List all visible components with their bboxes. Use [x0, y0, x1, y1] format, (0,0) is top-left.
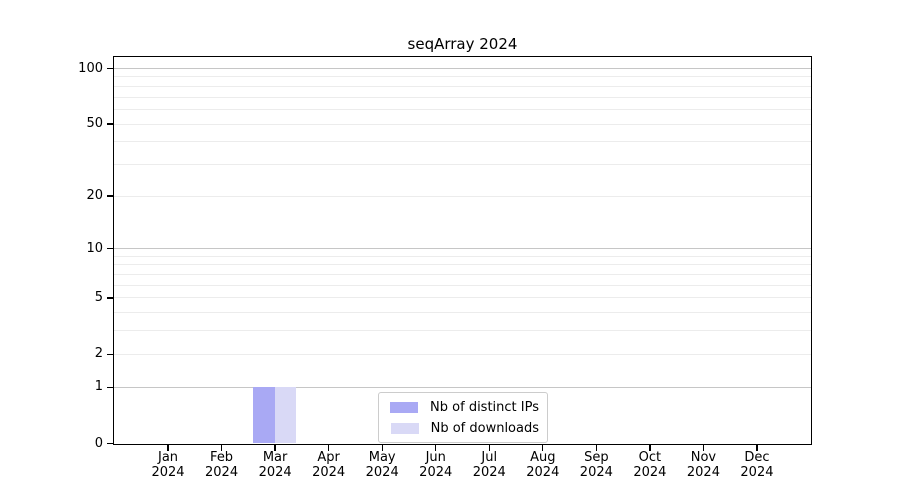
minor-gridline [114, 163, 811, 165]
y-tick-label: 5 [94, 289, 103, 305]
x-tick-month: Jan [158, 450, 179, 465]
x-tick-label: Dec 2024 [725, 450, 789, 480]
minor-gridline [114, 312, 811, 314]
grid-layer [114, 57, 811, 444]
x-tick-label: Apr 2024 [297, 450, 361, 480]
legend: Nb of distinct IPs Nb of downloads [378, 392, 548, 443]
y-tick-label: 100 [78, 60, 103, 76]
legend-swatch-downloads-icon [390, 422, 419, 434]
minor-gridline [114, 76, 811, 78]
x-tick-label: Aug 2024 [511, 450, 575, 480]
x-tick-year: 2024 [526, 465, 560, 480]
x-tick-month: Apr [317, 450, 340, 465]
x-tick-month: Oct [638, 450, 662, 465]
legend-item-downloads: Nb of downloads [385, 420, 539, 436]
major-gridline [114, 248, 811, 250]
x-tick-month: Dec [744, 450, 770, 465]
x-tick-year: 2024 [633, 465, 667, 480]
minor-gridline [114, 123, 811, 125]
x-tick-month: Jun [425, 450, 446, 465]
x-tick [167, 445, 169, 451]
x-tick [649, 445, 651, 451]
x-tick-label: Jan 2024 [136, 450, 200, 480]
x-tick-label: Oct 2024 [618, 450, 682, 480]
x-tick [381, 445, 383, 451]
x-tick-label: Jun 2024 [404, 450, 468, 480]
minor-gridline [114, 284, 811, 286]
minor-gridline [114, 96, 811, 98]
minor-gridline [114, 353, 811, 355]
minor-gridline [114, 274, 811, 276]
bar-downloads [274, 386, 297, 443]
x-tick-label: Feb 2024 [190, 450, 254, 480]
major-gridline [114, 386, 811, 388]
bar-distinct-ips [253, 386, 275, 443]
x-tick-month: Sep [584, 450, 609, 465]
x-tick-year: 2024 [472, 465, 506, 480]
x-tick-label: May 2024 [350, 450, 414, 480]
x-tick [435, 445, 437, 451]
x-tick-month: Nov [690, 450, 717, 465]
x-tick-year: 2024 [312, 465, 346, 480]
x-tick-month: Mar [262, 450, 288, 465]
y-tick-label: 1 [94, 379, 103, 395]
legend-label-distinct-ips: Nb of distinct IPs [430, 399, 539, 415]
bar-layer [114, 57, 811, 444]
y-tick-label: 50 [86, 116, 103, 132]
x-tick-label: Mar 2024 [243, 450, 307, 480]
x-tick-label: Nov 2024 [671, 450, 735, 480]
x-tick [328, 445, 330, 451]
y-tick-label: 0 [94, 435, 103, 451]
minor-gridline [114, 141, 811, 143]
x-tick-year: 2024 [419, 465, 453, 480]
legend-swatch-distinct-ips-icon [390, 401, 419, 413]
x-tick-year: 2024 [740, 465, 774, 480]
major-gridline [114, 68, 811, 70]
x-tick [220, 445, 223, 451]
x-tick [702, 445, 705, 451]
x-tick [488, 445, 490, 451]
y-tick-label: 2 [94, 346, 103, 362]
x-tick [595, 445, 597, 451]
plot-area: Nb of distinct IPs Nb of downloads [113, 56, 812, 445]
minor-gridline [114, 108, 811, 110]
x-tick-year: 2024 [365, 465, 399, 480]
x-tick-year: 2024 [258, 465, 292, 480]
x-tick [274, 445, 276, 451]
chart-title: seqArray 2024 [407, 35, 518, 53]
x-tick-year: 2024 [579, 465, 613, 480]
x-tick-month: May [368, 450, 396, 465]
x-tick-month: Jul [481, 450, 498, 465]
x-tick-month: Aug [530, 450, 556, 465]
minor-gridline [114, 330, 811, 332]
x-tick-month: Feb [210, 450, 234, 465]
x-tick [542, 445, 544, 451]
y-tick-label: 20 [86, 188, 103, 204]
x-tick-year: 2024 [151, 465, 185, 480]
x-tick-year: 2024 [686, 465, 720, 480]
minor-gridline [114, 264, 811, 266]
minor-gridline [114, 85, 811, 87]
minor-gridline [114, 297, 811, 299]
x-tick-year: 2024 [205, 465, 239, 480]
minor-gridline [114, 195, 811, 197]
minor-gridline [114, 255, 811, 257]
legend-item-distinct-ips: Nb of distinct IPs [385, 399, 539, 415]
x-tick [756, 445, 758, 451]
legend-label-downloads: Nb of downloads [430, 420, 539, 436]
y-tick-label: 10 [86, 240, 103, 256]
x-tick-label: Sep 2024 [564, 450, 628, 480]
x-tick-label: Jul 2024 [457, 450, 521, 480]
